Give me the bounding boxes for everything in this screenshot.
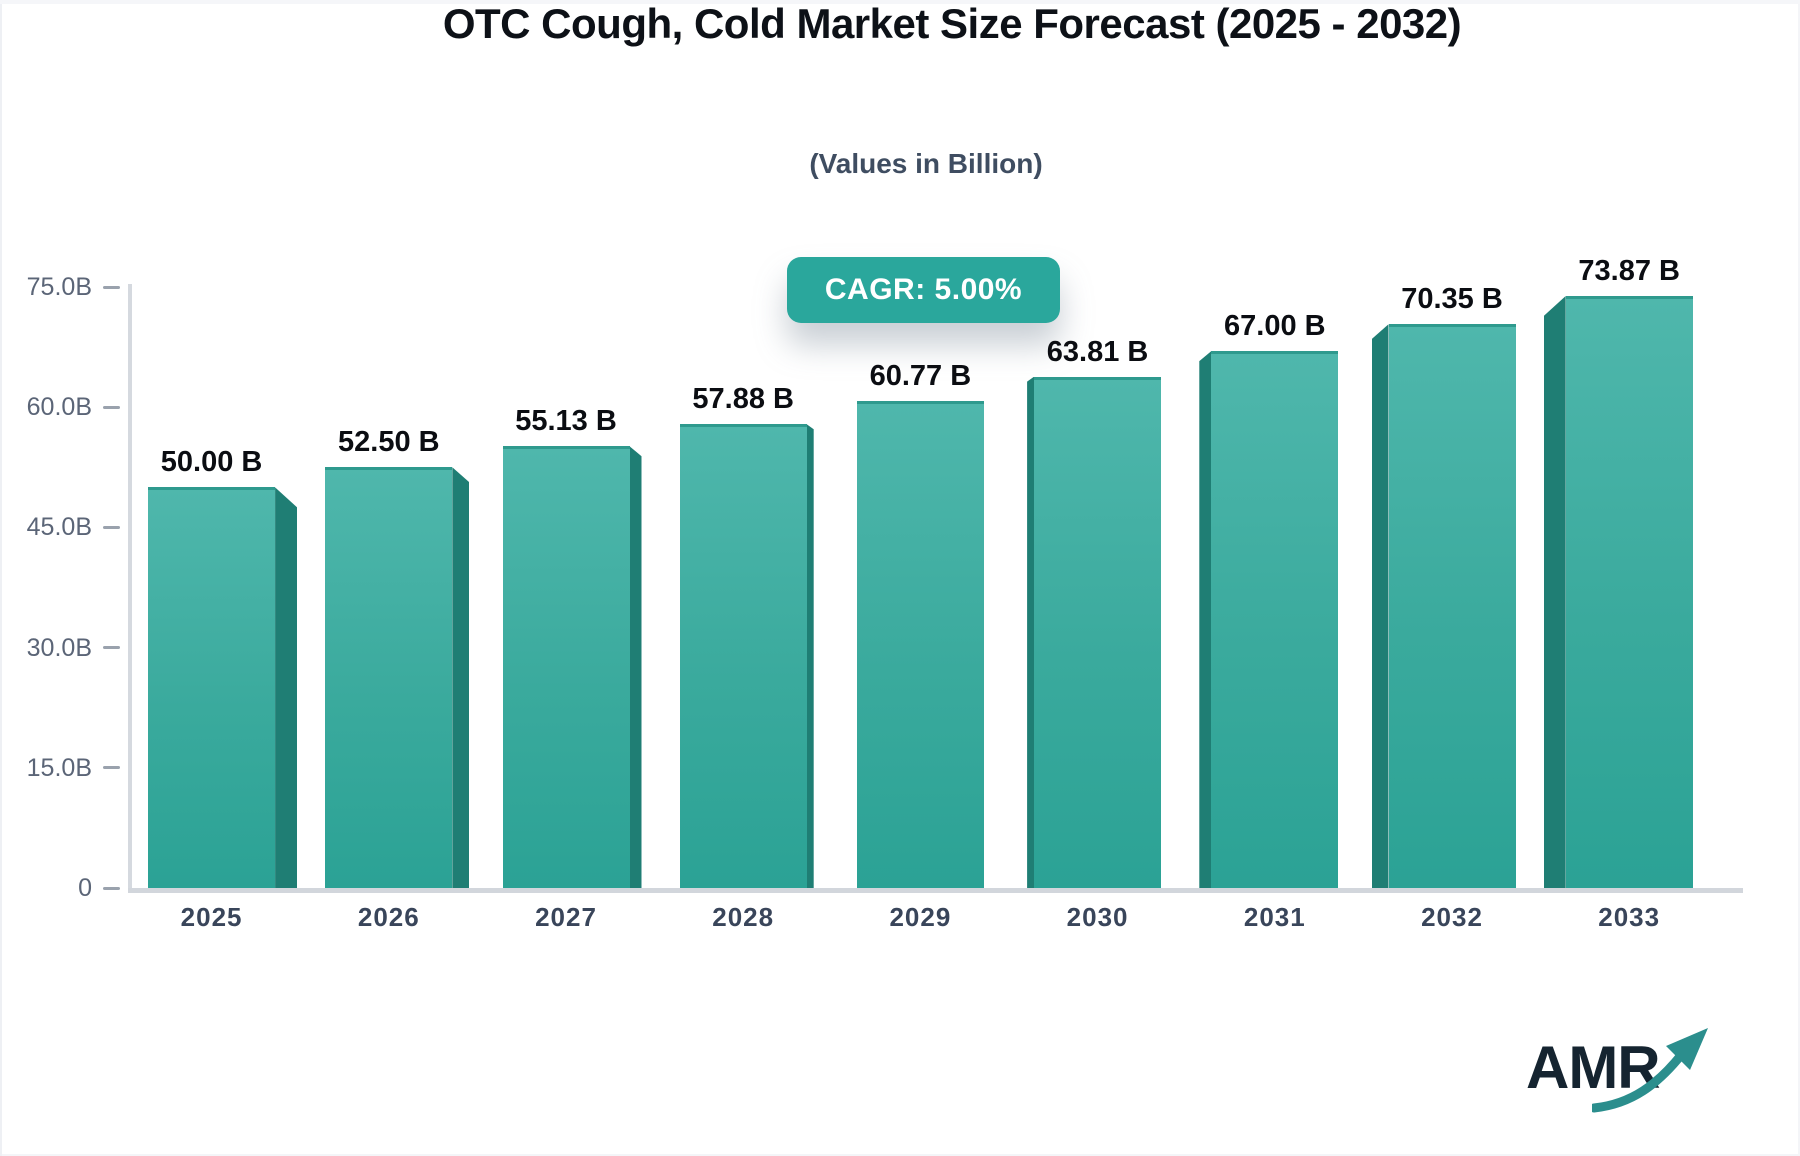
bar-side-panel bbox=[275, 487, 298, 888]
bar-side-panel bbox=[452, 467, 470, 888]
bar-value-label: 70.35 B bbox=[1401, 283, 1503, 316]
bar-side-panel bbox=[1543, 296, 1566, 888]
y-tick-mark bbox=[103, 285, 120, 289]
chart-subtitle: (Values in Billion) bbox=[809, 148, 1043, 179]
bar-side-panel bbox=[629, 446, 642, 888]
bar-face bbox=[502, 446, 630, 888]
cagr-badge: CAGR: 5.00% bbox=[787, 257, 1060, 323]
y-tick-mark bbox=[103, 646, 120, 650]
bar-2026: 52.50 B bbox=[325, 426, 470, 888]
bar-2030: 63.81 B bbox=[1027, 336, 1162, 888]
x-tick-label-2031: 2031 bbox=[1243, 902, 1306, 932]
bar-value-label: 60.77 B bbox=[869, 360, 972, 393]
bar-side-panel bbox=[1199, 351, 1212, 888]
x-tick-label-2032: 2032 bbox=[1421, 902, 1483, 932]
bar-2031: 67.00 B bbox=[1199, 310, 1339, 888]
bar-value-label: 73.87 B bbox=[1578, 255, 1680, 288]
y-axis-line bbox=[128, 284, 132, 893]
bar-face bbox=[1034, 376, 1162, 888]
x-tick-label-2028: 2028 bbox=[712, 902, 775, 932]
x-axis-line bbox=[128, 888, 1743, 893]
x-tick-label-2029: 2029 bbox=[889, 902, 952, 932]
y-tick-mark bbox=[103, 886, 120, 890]
x-tick-label-2025: 2025 bbox=[180, 902, 243, 932]
y-tick-label: 30.0B bbox=[26, 633, 92, 662]
bar-side-panel bbox=[806, 424, 814, 888]
x-tick-label-2026: 2026 bbox=[357, 902, 420, 932]
bar-side-panel bbox=[1027, 376, 1035, 888]
bar-2027: 55.13 B bbox=[502, 405, 642, 888]
bar-value-label: 57.88 B bbox=[692, 383, 794, 416]
y-tick-label: 0 bbox=[78, 874, 92, 902]
bar-2032: 70.35 B bbox=[1371, 283, 1516, 888]
bar-face bbox=[325, 467, 453, 888]
y-tick-mark bbox=[103, 766, 120, 770]
bar-side-panel bbox=[1371, 324, 1389, 888]
y-tick-label: 45.0B bbox=[26, 513, 92, 542]
y-tick-mark bbox=[103, 405, 120, 409]
bar-face bbox=[679, 424, 807, 888]
bar-face bbox=[1565, 296, 1693, 888]
y-tick-label: 75.0B bbox=[26, 273, 92, 301]
bar-2029: 60.77 B bbox=[856, 360, 984, 888]
bar-face bbox=[1211, 351, 1339, 888]
y-tick-label: 15.0B bbox=[26, 753, 92, 782]
bar-face bbox=[856, 401, 984, 888]
x-tick-label-2030: 2030 bbox=[1066, 902, 1129, 932]
growth-arrow-icon bbox=[1592, 1028, 1708, 1113]
bar-face bbox=[1388, 324, 1516, 888]
x-tick-label-2033: 2033 bbox=[1598, 902, 1661, 932]
x-tick-label-2027: 2027 bbox=[535, 902, 597, 932]
cagr-badge-label: CAGR: 5.00% bbox=[824, 273, 1023, 306]
bar-2028: 57.88 B bbox=[679, 383, 814, 888]
bar-2025: 50.00 B bbox=[148, 446, 298, 888]
amr-logo: AMR bbox=[1526, 1026, 1726, 1121]
bar-value-label: 52.50 B bbox=[338, 426, 440, 459]
amr-logo-text: AMR bbox=[1526, 1034, 1661, 1101]
bar-2033: 73.87 B bbox=[1543, 255, 1693, 888]
bar-value-label: 55.13 B bbox=[515, 405, 617, 438]
y-tick-mark bbox=[103, 525, 120, 529]
y-tick-label: 60.0B bbox=[26, 393, 92, 422]
bar-value-label: 63.81 B bbox=[1046, 335, 1149, 368]
bar-face bbox=[148, 487, 276, 888]
chart-title: OTC Cough, Cold Market Size Forecast (20… bbox=[442, 0, 1462, 47]
bar-value-label: 67.00 B bbox=[1224, 310, 1326, 343]
bar-value-label: 50.00 B bbox=[160, 446, 263, 479]
